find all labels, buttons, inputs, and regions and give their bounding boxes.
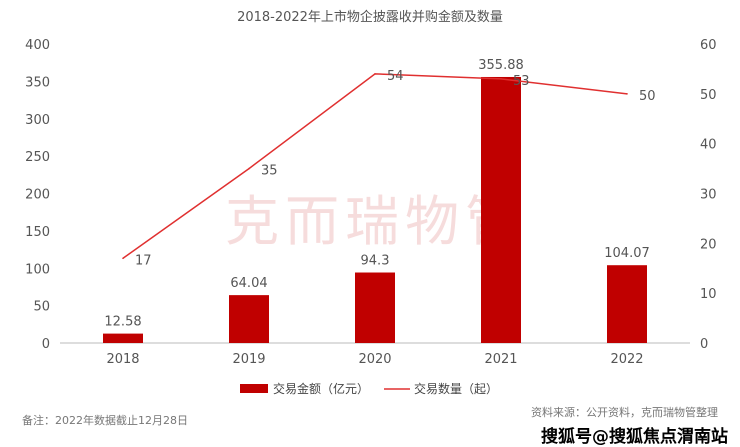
x-tick-label: 2020 [358,352,391,367]
left-tick-label: 150 [25,225,50,240]
line-point-2021 [500,78,502,80]
bar-2021 [481,76,521,343]
left-tick-label: 0 [42,337,50,352]
right-tick-label: 0 [700,337,708,352]
legend: 交易金额（亿元） 交易数量（起） [240,381,498,396]
line-data-label: 54 [387,69,404,84]
bar-data-label: 104.07 [604,246,650,261]
x-tick-label: 2022 [610,352,643,367]
x-tick-label: 2021 [484,352,517,367]
line-point-2019 [248,167,250,170]
left-tick-label: 50 [33,300,50,315]
legend-label-amount: 交易金额（亿元） [273,381,369,396]
bar-2020 [355,272,395,343]
line-point-2020 [374,73,376,75]
chart-title: 2018-2022年上市物企披露收并购金额及数量 [237,9,503,25]
left-tick-label: 100 [25,262,50,277]
watermark-logo: 克而瑞物管 [225,190,525,253]
left-tick-label: 350 [25,75,50,90]
right-tick-label: 10 [700,287,717,302]
line-data-label: 35 [261,164,278,179]
bar-2019 [229,295,269,343]
overlay-watermark: 搜狐号@搜狐焦点渭南站 [541,427,728,447]
left-tick-label: 200 [25,188,50,203]
bar-data-label: 12.58 [104,315,141,330]
line-data-label: 17 [135,253,152,268]
left-tick-label: 400 [25,38,50,53]
line-point-2022 [626,93,628,95]
x-tick-label: 2019 [232,352,265,367]
line-data-label: 53 [513,74,530,89]
legend-label-count: 交易数量（起） [414,381,498,396]
right-tick-label: 20 [700,237,717,252]
bar-data-label: 64.04 [230,276,267,291]
bar-2022 [607,265,647,343]
footnote: 备注：2022年数据截止12月28日 [22,414,188,427]
right-tick-label: 60 [700,38,717,53]
source-note: 资料来源：公开资料，克而瑞物管整理 [531,406,718,419]
bar-2018 [103,333,143,343]
bar-data-label: 94.3 [361,254,390,269]
left-tick-label: 250 [25,150,50,165]
left-tick-label: 300 [25,113,50,128]
line-data-label: 50 [639,89,656,104]
line-point-2018 [122,257,124,260]
right-tick-label: 50 [700,88,717,103]
right-tick-label: 40 [700,138,717,153]
bar-data-label: 355.88 [478,58,524,73]
right-tick-label: 30 [700,188,717,203]
legend-swatch-bar [240,384,268,393]
x-tick-label: 2018 [106,352,139,367]
